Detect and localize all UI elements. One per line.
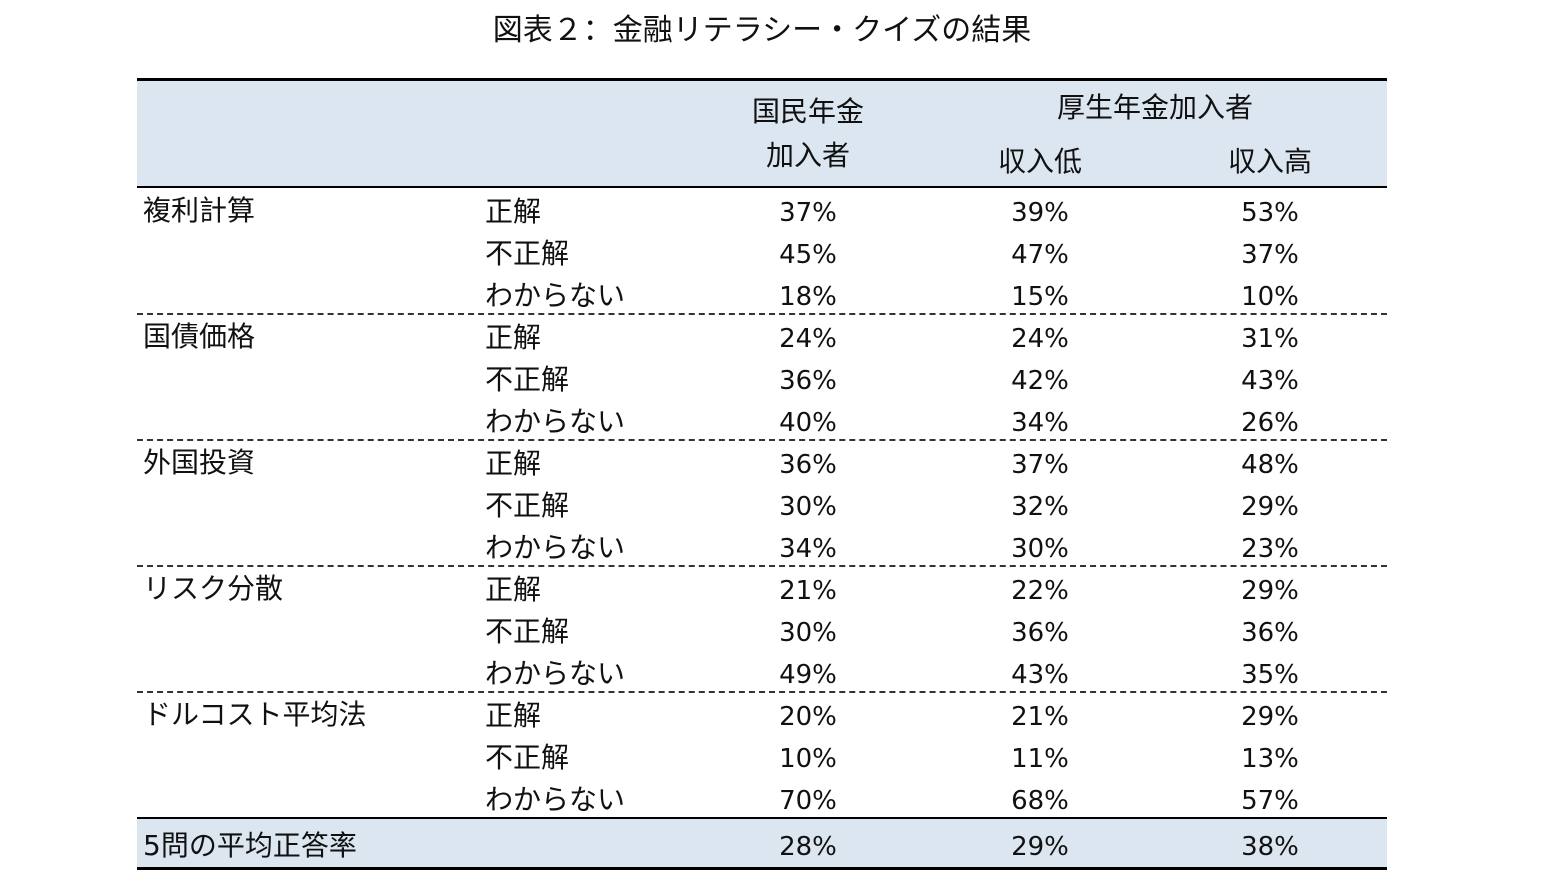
answer: 不正解 (485, 237, 570, 270)
separator (137, 565, 1387, 567)
cell: 21% (779, 576, 837, 606)
topic: 国債価格 (143, 320, 256, 353)
cell: 32% (1011, 492, 1069, 522)
cell: 30% (779, 618, 837, 648)
cell: 45% (779, 240, 837, 270)
topic: リスク分散 (143, 572, 284, 605)
cell: 29% (1241, 576, 1299, 606)
cell: 43% (1011, 660, 1069, 690)
cell: 26% (1241, 408, 1299, 438)
cell: 10% (779, 744, 837, 774)
cell: 29% (1011, 832, 1069, 862)
cell: 24% (779, 324, 837, 354)
header-cell: 収入高 (1227, 145, 1313, 178)
cell: 36% (1011, 618, 1069, 648)
answer: 不正解 (485, 615, 570, 648)
topic: 複利計算 (143, 194, 256, 227)
cell: 37% (779, 198, 837, 228)
topic: 外国投資 (143, 446, 256, 479)
answer: 正解 (485, 447, 542, 480)
rule (137, 78, 1387, 81)
cell: 22% (1011, 576, 1069, 606)
rule (137, 867, 1387, 870)
cell: 43% (1241, 366, 1299, 396)
cell: 39% (1011, 198, 1069, 228)
answer: 正解 (485, 195, 542, 228)
cell: 13% (1241, 744, 1299, 774)
cell: 10% (1241, 282, 1299, 312)
answer: 正解 (485, 321, 542, 354)
cell: 37% (1011, 450, 1069, 480)
separator (137, 313, 1387, 315)
cell: 20% (779, 702, 837, 732)
separator (137, 439, 1387, 441)
cell: 29% (1241, 702, 1299, 732)
cell: 68% (1011, 786, 1069, 816)
header-cell: 厚生年金加入者 (1056, 91, 1254, 124)
title: 図表２：金融リテラシー・クイズの結果 (492, 14, 1032, 47)
cell: 30% (1011, 534, 1069, 564)
cell: 24% (1011, 324, 1069, 354)
header-cell: 国民年金 (751, 95, 865, 128)
separator (137, 691, 1387, 693)
answer: 不正解 (485, 741, 570, 774)
answer: わからない (485, 405, 626, 438)
footer-band (137, 818, 1387, 868)
cell: 18% (779, 282, 837, 312)
cell: 36% (1241, 618, 1299, 648)
cell: 31% (1241, 324, 1299, 354)
cell: 30% (779, 492, 837, 522)
answer: 正解 (485, 699, 542, 732)
cell: 42% (1011, 366, 1069, 396)
answer: わからない (485, 531, 626, 564)
header-cell: 収入低 (997, 145, 1083, 178)
cell: 36% (779, 450, 837, 480)
cell: 15% (1011, 282, 1069, 312)
cell: 29% (1241, 492, 1299, 522)
answer: 不正解 (485, 363, 570, 396)
answer: 不正解 (485, 489, 570, 522)
header-band (137, 80, 1387, 187)
cell: 53% (1241, 198, 1299, 228)
cell: 49% (779, 660, 837, 690)
answer: わからない (485, 657, 626, 690)
rule (137, 186, 1387, 188)
cell: 34% (1011, 408, 1069, 438)
cell: 57% (1241, 786, 1299, 816)
cell: 38% (1241, 832, 1299, 862)
cell: 34% (779, 534, 837, 564)
footer-label: 5問の平均正答率 (143, 829, 357, 862)
cell: 37% (1241, 240, 1299, 270)
header-cell: 加入者 (765, 139, 851, 172)
rule (137, 817, 1387, 819)
cell: 11% (1011, 744, 1069, 774)
answer: わからない (485, 279, 626, 312)
cell: 47% (1011, 240, 1069, 270)
cell: 48% (1241, 450, 1299, 480)
cell: 35% (1241, 660, 1299, 690)
cell: 36% (779, 366, 837, 396)
cell: 21% (1011, 702, 1069, 732)
cell: 40% (779, 408, 837, 438)
topic: ドルコスト平均法 (143, 698, 367, 731)
answer: わからない (485, 783, 626, 816)
cell: 28% (779, 832, 837, 862)
cell: 23% (1241, 534, 1299, 564)
cell: 70% (779, 786, 837, 816)
answer: 正解 (485, 573, 542, 606)
